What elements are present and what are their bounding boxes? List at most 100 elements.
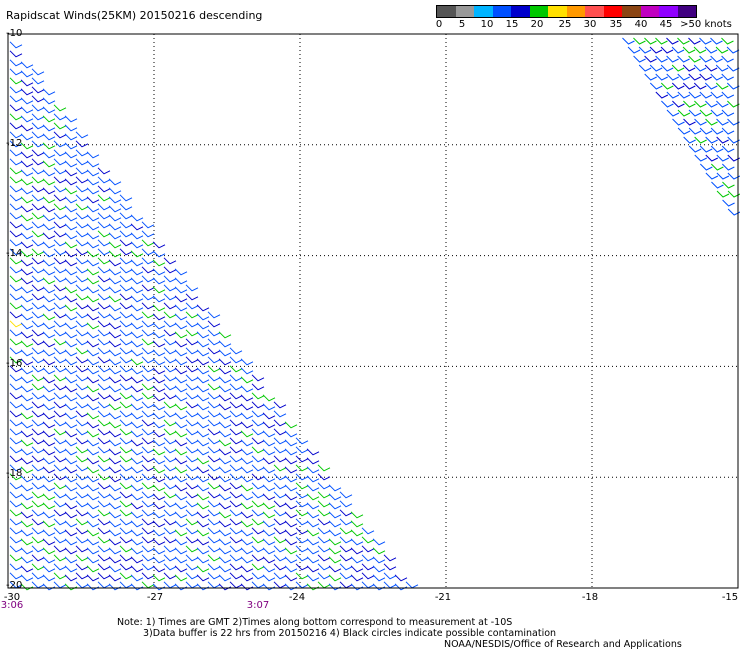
wind-barb [251, 536, 265, 544]
wind-barb [64, 232, 78, 240]
wind-barb [163, 527, 177, 535]
wind-barb [64, 565, 78, 573]
wind-barb [218, 349, 232, 357]
wind-barb [721, 127, 735, 135]
wind-barb [185, 302, 199, 310]
wind-barb [196, 493, 210, 501]
wind-barb [64, 466, 78, 474]
wind-barb [185, 518, 199, 526]
wind-barb [141, 554, 155, 562]
wind-barb [677, 55, 690, 63]
wind-barb [42, 214, 56, 222]
wind-barb [677, 37, 690, 45]
wind-barb [655, 55, 668, 63]
wind-barb [119, 293, 133, 301]
wind-barb [20, 457, 34, 465]
wind-barb [20, 70, 34, 78]
wind-barb [361, 554, 375, 562]
wind-barb [251, 392, 265, 400]
wind-barb [31, 446, 45, 454]
wind-barb [31, 563, 45, 571]
wind-barb [185, 338, 199, 346]
wind-barb [262, 502, 276, 510]
lat-label-12: -12 [6, 138, 23, 149]
wind-barb [53, 302, 67, 310]
wind-barb [97, 221, 111, 229]
wind-barb [262, 457, 276, 465]
wind-barb [185, 563, 199, 571]
wind-barb [163, 572, 177, 580]
wind-barb [295, 581, 309, 589]
wind-barb [207, 437, 221, 445]
wind-barb [20, 88, 34, 96]
wind-barb [31, 383, 45, 391]
wind-barb [20, 313, 34, 321]
wind-barb [20, 187, 34, 195]
wind-barb [229, 383, 243, 391]
wind-barb [174, 502, 188, 510]
wind-barb [53, 383, 67, 391]
wind-barb [306, 556, 320, 564]
wind-barb [42, 196, 56, 204]
wind-barb [405, 581, 419, 589]
wind-barb [53, 113, 67, 121]
wind-barb [130, 367, 144, 375]
wind-barb [218, 547, 232, 555]
wind-barb [64, 205, 78, 213]
wind-barb [218, 565, 232, 573]
wind-barb [163, 509, 177, 517]
wind-barb [262, 565, 276, 573]
wind-barb [31, 266, 45, 274]
wind-barb [31, 428, 45, 436]
wind-barb [196, 520, 210, 528]
wind-barb [130, 457, 144, 465]
wind-barb [196, 349, 210, 357]
wind-barb [163, 266, 177, 274]
wind-barb [53, 572, 67, 580]
wind-barb [339, 581, 353, 589]
wind-barb [174, 403, 188, 411]
wind-barb [20, 358, 34, 366]
wind-barb [20, 160, 34, 168]
wind-barb [284, 421, 298, 429]
wind-barb [64, 250, 78, 258]
wind-barb [64, 583, 78, 591]
wind-barb [130, 511, 144, 519]
wind-barb [119, 284, 133, 292]
wind-barb [53, 581, 67, 589]
legend-swatch [455, 6, 474, 17]
wind-barb [185, 500, 199, 508]
wind-barb [9, 419, 23, 427]
wind-barb [207, 320, 221, 328]
wind-barb [240, 376, 254, 384]
wind-barb [75, 491, 89, 499]
wind-barb [163, 482, 177, 490]
wind-barb [130, 583, 144, 591]
wind-barb [130, 538, 144, 546]
wind-barb [75, 185, 89, 193]
wind-barb [20, 250, 34, 258]
wind-barb [317, 581, 331, 589]
wind-barb [108, 322, 122, 330]
wind-barb [20, 268, 34, 276]
wind-barb [119, 482, 133, 490]
wind-barb [141, 239, 155, 247]
wind-barb [130, 304, 144, 312]
wind-barb [119, 401, 133, 409]
wind-barb [119, 365, 133, 373]
wind-barb [31, 509, 45, 517]
wind-barb [694, 154, 707, 162]
wind-barb [273, 572, 287, 580]
wind-barb [20, 241, 34, 249]
wind-barb [317, 464, 331, 472]
wind-barb [174, 358, 188, 366]
wind-barb [196, 340, 210, 348]
wind-barb [86, 259, 100, 267]
wind-barb [229, 545, 243, 553]
wind-barb [251, 572, 265, 580]
wind-barb [31, 365, 45, 373]
wind-barb [53, 482, 67, 490]
wind-barb [31, 302, 45, 310]
wind-barb [251, 545, 265, 553]
wind-barb [53, 563, 67, 571]
